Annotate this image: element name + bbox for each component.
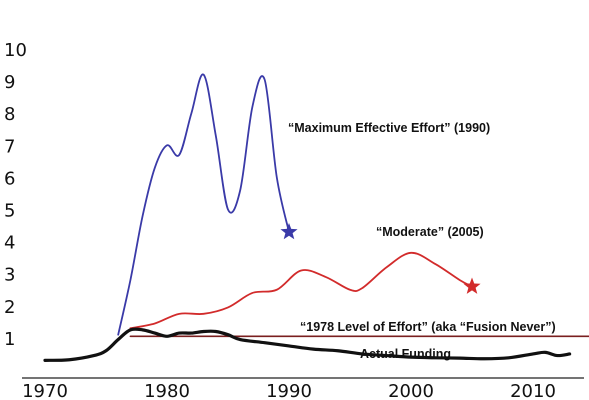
- y-tick-label: 6: [4, 168, 15, 189]
- series-end-star-maximum-effort: [280, 222, 298, 240]
- series-layer: [43, 73, 589, 362]
- x-tick-label: 2010: [510, 381, 556, 400]
- y-tick-label: 9: [4, 72, 15, 93]
- y-tick-label: 2: [4, 297, 15, 318]
- y-tick-label: 4: [4, 233, 15, 254]
- series-line-actual-funding: [43, 327, 572, 362]
- annotation-1978-level: “1978 Level of Effort” (aka “Fusion Neve…: [300, 320, 556, 334]
- y-tick-label: 5: [4, 201, 15, 222]
- y-tick-label: 8: [4, 104, 15, 125]
- y-tick-label: 10: [4, 40, 27, 61]
- annotation-layer: “Maximum Effective Effort” (1990) “Moder…: [288, 121, 556, 361]
- annotation-actual-funding: Actual Funding: [360, 347, 451, 361]
- x-tick-label: 2000: [388, 381, 434, 400]
- x-tick-label: 1990: [266, 381, 312, 400]
- series-line-moderate: [129, 251, 473, 330]
- x-tick-label: 1970: [22, 381, 68, 400]
- annotation-maximum-effort: “Maximum Effective Effort” (1990): [288, 121, 490, 135]
- series-line-maximum-effort: [117, 73, 290, 336]
- y-tick-label: 7: [4, 136, 15, 157]
- y-tick-label: 1: [4, 329, 15, 350]
- series-end-star-moderate: [463, 277, 481, 294]
- y-tick-label: 3: [4, 265, 15, 286]
- tick-layer: 1970 1980 1990 2000 2010 1 2 3 4 5 6 7 8 9 10: [4, 40, 556, 400]
- annotation-moderate: “Moderate” (2005): [376, 225, 484, 239]
- x-tick-label: 1980: [144, 381, 190, 400]
